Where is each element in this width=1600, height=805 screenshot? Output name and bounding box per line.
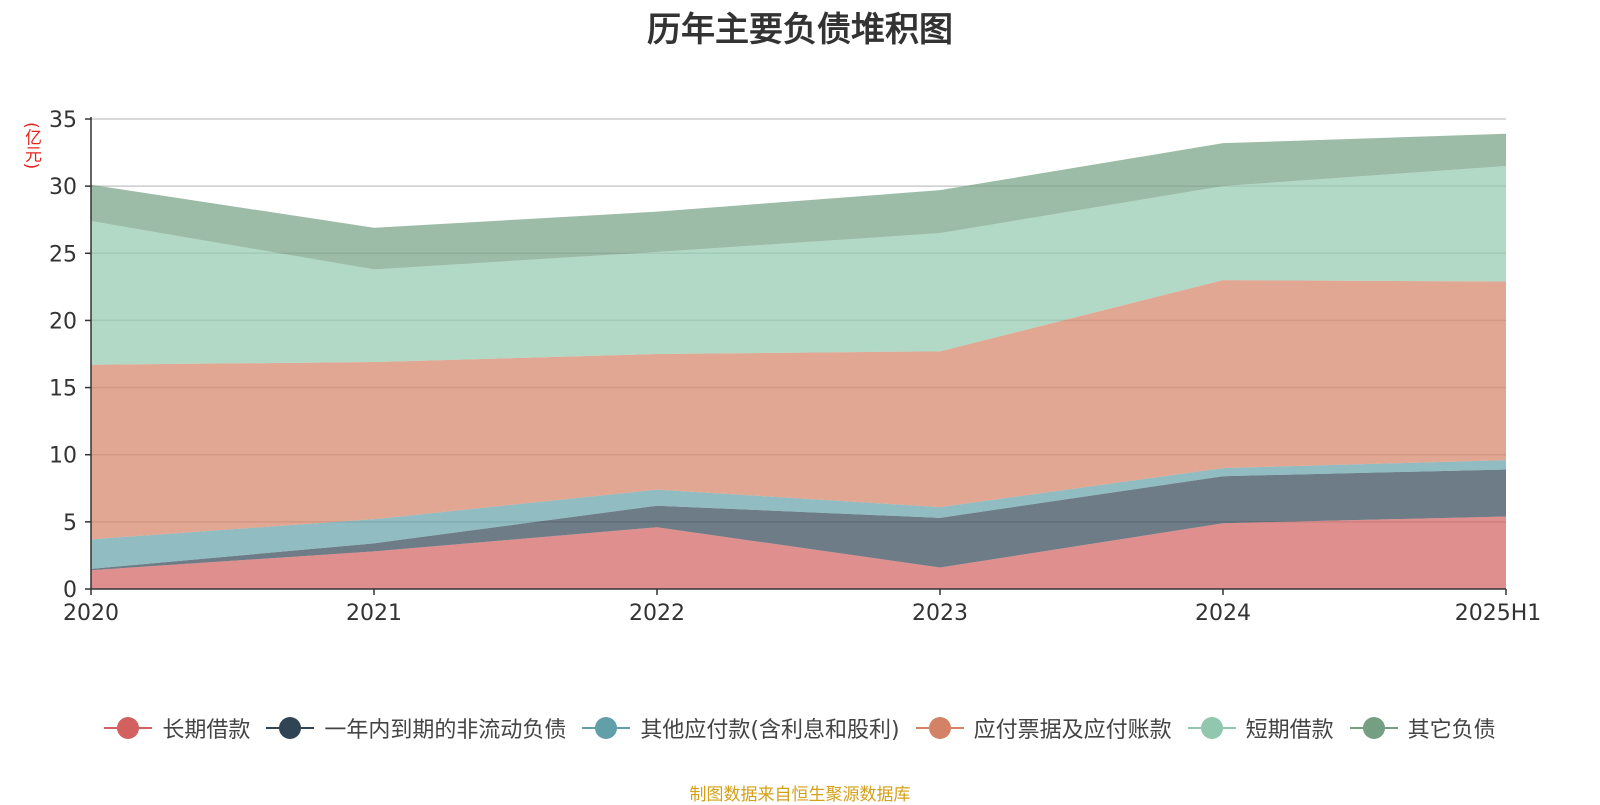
legend-marker-icon	[266, 716, 315, 740]
legend-item-6[interactable]: 其它负债	[1349, 712, 1496, 744]
axes: 0 5 10 15 20 25 30 35 2020 2021 2022 2023 2024 2025H1	[49, 108, 1541, 626]
source-note: 制图数据来自恒生聚源数据库	[689, 785, 911, 805]
y-tick-label: 25	[49, 242, 77, 267]
y-tick-label: 30	[49, 175, 77, 200]
x-tick-label: 2023	[912, 601, 968, 626]
area-series-6	[91, 133, 1506, 270]
legend-label: 其他应付款(含利息和股利)	[640, 718, 900, 743]
area-series-2	[91, 469, 1506, 571]
legend-marker-icon	[104, 716, 153, 740]
y-tick-label: 35	[49, 108, 77, 133]
area-series-5	[91, 166, 1506, 365]
area-series-1	[91, 516, 1506, 589]
legend-label: 短期借款	[1245, 718, 1334, 743]
legend-item-1[interactable]: 长期借款	[104, 712, 250, 744]
legend: 长期借款 一年内到期的非流动负债 其他应付款(含利息和股利) 应付票据及应付账款 短期借…	[0, 712, 1600, 744]
legend-marker-icon	[582, 716, 631, 740]
legend-marker-icon	[915, 716, 964, 740]
legend-label: 长期借款	[162, 718, 251, 743]
y-tick-label: 15	[49, 377, 77, 402]
legend-item-2[interactable]: 一年内到期的非流动负债	[266, 712, 566, 744]
x-tick-label: 2025H1	[1455, 601, 1542, 626]
legend-label: 一年内到期的非流动负债	[324, 718, 567, 743]
x-tick-label: 2024	[1195, 601, 1251, 626]
y-tick-label: 5	[63, 511, 77, 536]
y-axis-unit-label: (亿元)	[21, 122, 41, 170]
legend-marker-icon	[1349, 716, 1398, 740]
legend-item-4[interactable]: 应付票据及应付账款	[915, 712, 1172, 744]
legend-item-3[interactable]: 其他应付款(含利息和股利)	[582, 712, 900, 744]
chart-title: 历年主要负债堆积图	[647, 10, 953, 50]
legend-label: 其它负债	[1407, 718, 1496, 743]
x-tick-label: 2020	[63, 601, 119, 626]
area-series-4	[91, 280, 1506, 540]
legend-label: 应付票据及应付账款	[973, 718, 1172, 743]
x-tick-label: 2021	[346, 601, 402, 626]
area-series-3	[91, 460, 1506, 569]
legend-item-5[interactable]: 短期借款	[1187, 712, 1334, 744]
y-tick-label: 20	[49, 309, 77, 334]
y-tick-label: 0	[63, 578, 77, 603]
legend-marker-icon	[1187, 716, 1236, 740]
area-series-layer	[91, 133, 1506, 589]
y-tick-label: 10	[49, 444, 77, 469]
x-tick-label: 2022	[629, 601, 685, 626]
